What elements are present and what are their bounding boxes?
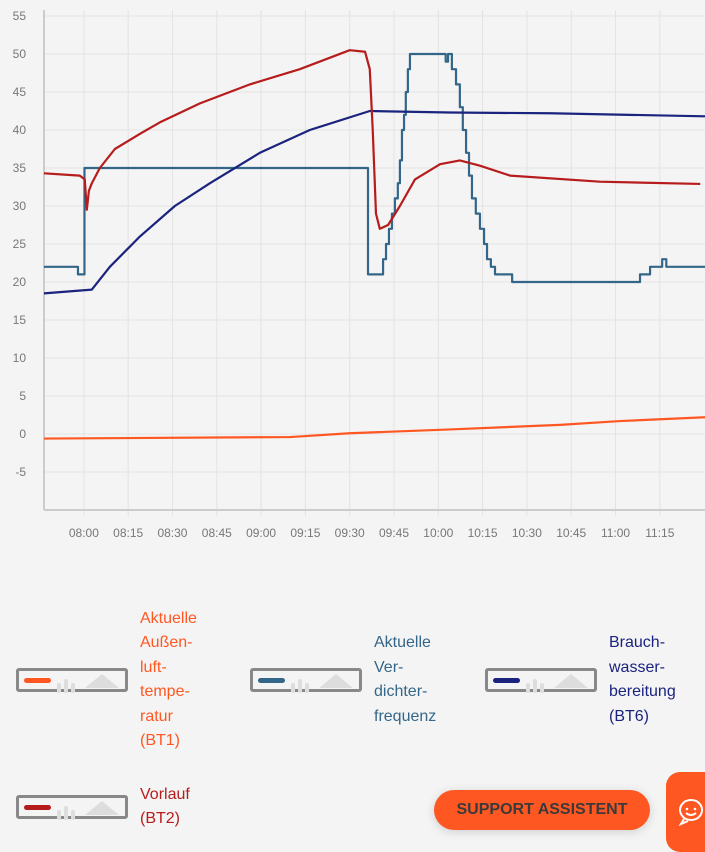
x-tick-label: 10:30 <box>512 526 542 540</box>
legend-item-hot-water[interactable]: Brauch-wasser-bereitung (BT6) <box>485 634 699 725</box>
area-chart-icon <box>85 674 119 688</box>
y-tick-label: 10 <box>13 351 27 365</box>
y-tick-label: 0 <box>19 427 26 441</box>
x-tick-label: 11:15 <box>645 526 674 540</box>
legend-label-line: ratur <box>140 707 173 725</box>
support-assistant-button[interactable]: SUPPORT ASSISTENT <box>434 790 650 830</box>
legend-label: Brauch-wasser-bereitung (BT6) <box>609 631 699 729</box>
legend-swatch <box>493 678 520 683</box>
legend-label-line: (BT6) <box>609 707 649 725</box>
legend-swatch <box>24 805 51 810</box>
y-tick-label: 15 <box>13 313 27 327</box>
legend-label-line: dichter- <box>374 683 428 700</box>
chat-smiley-icon <box>678 799 704 827</box>
x-tick-label: 08:45 <box>202 526 232 540</box>
legend-label: Aktuelle Außen-luft-tempe-ratur (BT1) <box>140 607 230 754</box>
legend-swatch <box>24 678 51 683</box>
y-tick-label: 50 <box>13 47 27 61</box>
x-tick-label: 10:15 <box>468 526 498 540</box>
x-tick-label: 09:00 <box>246 526 276 540</box>
bar-chart-icon <box>57 802 78 820</box>
x-tick-label: 09:30 <box>335 526 365 540</box>
legend-label-line: frequenz <box>374 707 437 725</box>
y-tick-label: 30 <box>13 199 27 213</box>
area-chart-icon <box>554 674 588 688</box>
legend-label: Vorlauf (BT2) <box>140 783 230 832</box>
y-tick-label: -5 <box>15 465 26 479</box>
legend-label-line: (BT2) <box>140 810 180 827</box>
bar-chart-icon <box>57 675 78 693</box>
chat-button[interactable] <box>666 772 705 852</box>
y-tick-label: 40 <box>13 123 27 137</box>
legend-label-line: Vorlauf <box>140 785 190 803</box>
legend-label-line: wasser- <box>609 658 666 676</box>
y-tick-label: 20 <box>13 275 27 289</box>
legend-label-line: Ver- <box>374 658 404 676</box>
x-tick-label: 10:45 <box>556 526 586 540</box>
legend-label-line: Aktuelle <box>140 609 197 627</box>
x-tick-label: 10:00 <box>423 526 453 540</box>
legend-label: Aktuelle Ver-dichter-frequenz <box>374 631 464 729</box>
area-chart-icon <box>319 674 353 688</box>
legend-item-outdoor-temp[interactable]: Aktuelle Außen-luft-tempe-ratur (BT1) <box>16 610 230 749</box>
y-tick-label: 5 <box>19 389 26 403</box>
legend-label-line: Brauch- <box>609 634 666 651</box>
bar-chart-icon <box>291 675 312 693</box>
legend-item-flow[interactable]: Vorlauf (BT2) <box>16 786 230 827</box>
legend-item-compressor-frequency[interactable]: Aktuelle Ver-dichter-frequenz <box>250 634 464 725</box>
legend-label-line: Aktuelle <box>374 634 431 651</box>
y-tick-label: 45 <box>13 85 27 99</box>
series-line-0 <box>43 416 705 440</box>
x-tick-label: 11:00 <box>601 526 630 540</box>
x-tick-label: 08:00 <box>69 526 99 540</box>
series-line-1 <box>44 52 705 284</box>
y-tick-label: 55 <box>13 9 27 23</box>
legend-label-line: tempe- <box>140 683 190 700</box>
legend-label-line: Außen- <box>140 634 193 651</box>
y-tick-label: 35 <box>13 161 27 175</box>
x-tick-label: 09:45 <box>379 526 409 540</box>
legend-swatch <box>258 678 285 683</box>
x-tick-label: 09:15 <box>290 526 320 540</box>
y-tick-label: 25 <box>13 237 27 251</box>
x-tick-label: 08:30 <box>157 526 187 540</box>
x-tick-label: 08:15 <box>113 526 143 540</box>
legend-label-line: luft- <box>140 658 167 676</box>
legend-label-line: (BT1) <box>140 732 180 749</box>
series-line-2 <box>43 109 705 295</box>
bar-chart-icon <box>526 675 547 693</box>
legend-label-line: bereitung <box>609 683 676 700</box>
series-line-3 <box>43 49 701 230</box>
area-chart-icon <box>85 801 119 815</box>
